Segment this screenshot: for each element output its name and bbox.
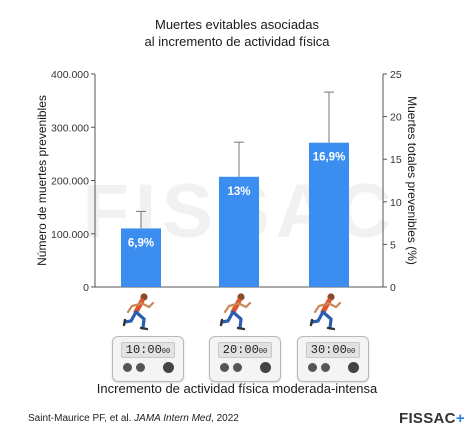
y-tick-label-left: 0 — [83, 282, 89, 294]
x-axis-title: Incremento de actividad física moderada-… — [96, 381, 378, 396]
y-tick-label-left: 400.000 — [51, 69, 89, 81]
source-year: , 2022 — [211, 413, 239, 424]
y-tick-label-right: 15 — [390, 154, 402, 166]
source-journal: JAMA Intern Med — [134, 413, 212, 424]
y-axis-title-left: Número de muertes prevenibles — [35, 95, 49, 266]
runner-icon — [309, 292, 345, 332]
stopwatch-timer-icon: 20:0000 — [209, 336, 281, 382]
y-axis-title-right: Muertes totales prevenibles (%) — [405, 96, 419, 265]
y-tick-label-right: 20 — [390, 112, 402, 124]
y-tick-label-left: 300.000 — [51, 122, 89, 134]
source-authors: Saint-Maurice PF, et al. — [28, 413, 132, 424]
y-tick-label-right: 25 — [390, 69, 402, 81]
timer-display: 10:0000 — [121, 342, 175, 358]
bar-data-label: 13% — [227, 186, 250, 198]
runner-icon — [122, 292, 158, 332]
brand-logo: FISSAC+ — [399, 410, 465, 427]
y-tick-label-right: 10 — [390, 197, 402, 209]
stopwatch-timer-icon: 10:0000 — [112, 336, 184, 382]
chart-title-line-1: Muertes evitables asociadas — [154, 17, 320, 32]
timer-display: 20:0000 — [218, 342, 272, 358]
chart-title-line-2: al incremento de actividad física — [144, 34, 330, 49]
y-tick-label-right: 5 — [390, 239, 396, 251]
y-tick-label-left: 200.000 — [51, 176, 89, 188]
source-citation: Saint-Maurice PF, et al. JAMA Intern Med… — [28, 413, 239, 424]
y-tick-label-right: 0 — [390, 282, 396, 294]
bar — [309, 142, 349, 287]
stopwatch-timer-icon: 30:0000 — [297, 336, 369, 382]
runner-icon — [219, 292, 255, 332]
bar — [121, 228, 161, 287]
bar-data-label: 16,9% — [313, 152, 346, 164]
bar-data-label: 6,9% — [128, 237, 154, 249]
y-tick-label-left: 100.000 — [51, 229, 89, 241]
bar — [219, 176, 259, 287]
timer-display: 30:0000 — [306, 342, 360, 358]
